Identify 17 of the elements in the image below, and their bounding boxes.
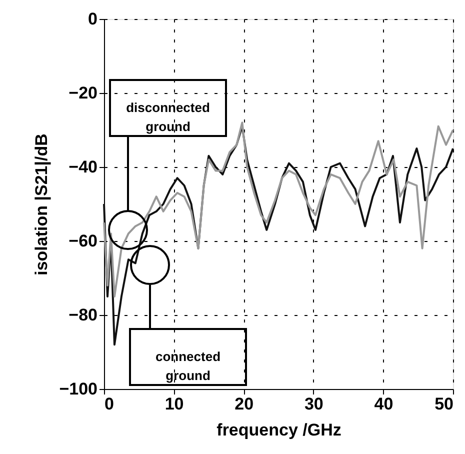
y-tick-label: 0 bbox=[88, 10, 98, 28]
x-tick-label: 50 bbox=[434, 394, 454, 414]
x-tick-label: 20 bbox=[234, 394, 254, 414]
annotation: disconnected ground bbox=[126, 100, 210, 134]
y-tick-label: −60 bbox=[68, 232, 98, 250]
line-series bbox=[103, 122, 454, 298]
x-tick-label: 40 bbox=[374, 394, 394, 414]
x-tick-label: 30 bbox=[304, 394, 324, 414]
y-tick-label: −20 bbox=[68, 84, 98, 102]
y-tick-label: −40 bbox=[68, 158, 98, 176]
y-axis-title: isolation |S21|/dB bbox=[32, 134, 52, 276]
x-axis-title: frequency /GHz bbox=[216, 420, 342, 440]
y-tick-label: −100 bbox=[59, 380, 98, 398]
x-tick-label: 10 bbox=[164, 394, 184, 414]
x-tick-label: 0 bbox=[104, 394, 114, 414]
y-tick-label: −80 bbox=[68, 306, 98, 324]
annotation: connected ground bbox=[155, 349, 221, 383]
